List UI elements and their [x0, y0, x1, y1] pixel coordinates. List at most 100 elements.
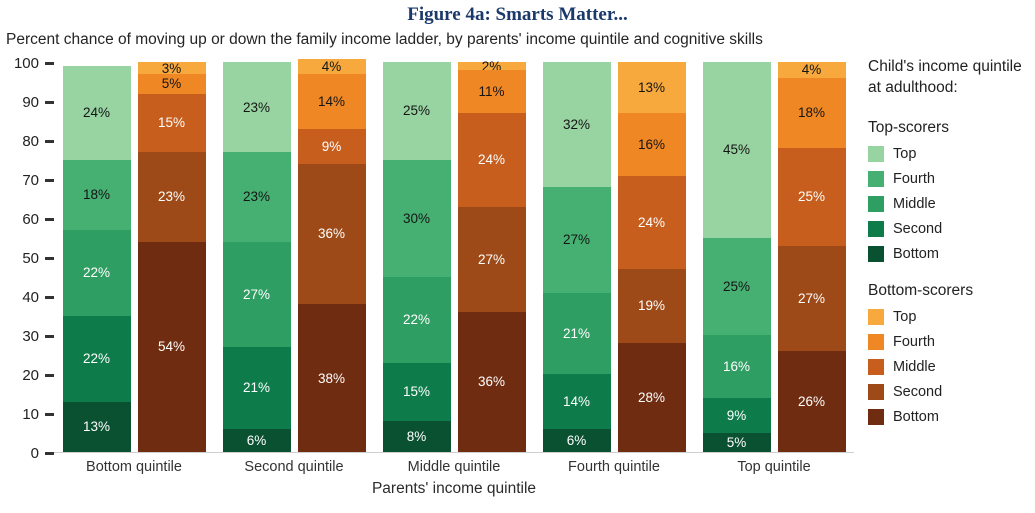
bar-segment-bottom: 38% [297, 304, 366, 453]
legend-item: Middle [868, 359, 1033, 376]
bar-segment-fourth: 23% [222, 152, 291, 242]
legend: Child's income quintile at adulthood: To… [868, 57, 1033, 434]
bar-segment-fourth: 11% [457, 70, 526, 114]
bar-segment-second: 27% [777, 245, 846, 351]
y-tick-mark [45, 218, 54, 221]
y-tick-label: 30 [22, 327, 39, 345]
bar-segment-fourth: 18% [62, 159, 131, 231]
stacked-bar-top-scorers: 5% 9% 16% 25% 45% [702, 62, 771, 453]
legend-item: Bottom [868, 409, 1033, 426]
x-category-label: Fourth quintile [568, 459, 660, 476]
bar-segment-middle: 27% [222, 241, 291, 348]
y-tick-label: 80 [22, 132, 39, 150]
bar-segment-bottom: 26% [777, 351, 846, 453]
x-category-label: Bottom quintile [86, 459, 182, 476]
legend-item-label: Middle [893, 196, 936, 213]
bar-segment-top: 4% [777, 62, 846, 79]
y-tick-label: 40 [22, 288, 39, 306]
bar-segment-bottom: 6% [222, 429, 291, 453]
stacked-bar-top-scorers: 6% 14% 21% 27% 32% [542, 62, 611, 453]
bar-segment-top: 2% [457, 59, 526, 73]
bar-segment-middle: 22% [382, 276, 451, 363]
y-tick: 80 [22, 132, 54, 150]
y-tick-label: 20 [22, 366, 39, 384]
y-tick-label: 10 [22, 405, 39, 423]
y-tick: 10 [22, 405, 54, 423]
bar-segment-top: 32% [542, 62, 611, 188]
y-tick-mark [45, 413, 54, 416]
plot-column: 13% 22% 22% 18% 24% 54% 23% 15% 5% 3% 6% 21% 27% 23% 2… [54, 58, 854, 498]
bar-segment-fourth: 16% [617, 113, 686, 176]
stacked-bar-bottom-scorers: 38% 36% 9% 14% 4% [297, 58, 366, 453]
bar-group-top-quintile: 5% 9% 16% 25% 45% 26% 27% 25% 18% 4% [694, 62, 854, 453]
y-tick: 40 [22, 288, 54, 306]
bar-segment-top: 23% [222, 62, 291, 153]
y-tick: 20 [22, 366, 54, 384]
legend-item-label: Middle [893, 359, 936, 376]
bar-segment-middle: 22% [62, 230, 131, 316]
legend-swatch-icon [868, 146, 884, 163]
legend-item: Top [868, 146, 1033, 163]
bar-segment-fourth: 5% [137, 74, 206, 94]
bars-row: 13% 22% 22% 18% 24% 54% 23% 15% 5% 3% 6% 21% 27% 23% 2… [54, 58, 854, 454]
bar-segment-second: 36% [297, 163, 366, 305]
legend-item-label: Second [893, 221, 943, 238]
bar-group-second-quintile: 6% 21% 27% 23% 23% 38% 36% 9% 14% 4% [214, 58, 374, 453]
legend-swatch-icon [868, 196, 884, 213]
y-tick-label: 50 [22, 249, 39, 267]
y-tick-mark [45, 179, 54, 182]
legend-item: Top [868, 309, 1033, 326]
legend-swatch-icon [868, 384, 884, 401]
bar-segment-second: 21% [222, 347, 291, 429]
bar-segment-second: 19% [617, 269, 686, 344]
bar-group-middle-quintile: 8% 15% 22% 30% 25% 36% 27% 24% 11% 2% [374, 59, 534, 453]
bar-segment-fourth: 14% [297, 74, 366, 129]
bar-segment-bottom: 54% [137, 241, 206, 453]
y-tick-mark [45, 335, 54, 338]
legend-item-label: Top [893, 146, 917, 163]
bar-segment-second: 22% [62, 315, 131, 402]
bar-segment-second: 14% [542, 374, 611, 429]
chart-area: 0 10 20 30 40 50 60 70 80 90 100 13% 22% 22% 18% 24% 54… [0, 55, 1035, 498]
y-tick: 70 [22, 172, 54, 189]
x-axis-title: Parents' income quintile [371, 480, 537, 498]
bar-segment-middle: 24% [617, 175, 686, 270]
bar-segment-fourth: 27% [542, 187, 611, 293]
legend-swatch-icon [868, 171, 884, 188]
bar-segment-second: 27% [457, 206, 526, 312]
bar-segment-middle: 15% [137, 93, 206, 153]
bar-segment-bottom: 13% [62, 401, 131, 453]
x-category-label: Middle quintile [407, 459, 501, 476]
y-axis: 0 10 20 30 40 50 60 70 80 90 100 [8, 55, 54, 462]
bar-segment-fourth: 18% [777, 78, 846, 149]
legend-item: Bottom [868, 246, 1033, 263]
bar-segment-bottom: 28% [617, 343, 686, 453]
legend-swatch-icon [868, 246, 884, 263]
legend-heading: Child's income quintile at adulthood: [868, 58, 1022, 97]
stacked-bar-bottom-scorers: 28% 19% 24% 16% 13% [617, 62, 686, 453]
bar-segment-top: 24% [62, 66, 131, 160]
bar-segment-bottom: 8% [382, 421, 451, 453]
stacked-bar-bottom-scorers: 54% 23% 15% 5% 3% [137, 61, 206, 453]
legend-groups: Top-scorers Top Fourth Middle Second Bottom Bo… [868, 119, 1033, 426]
legend-item-label: Fourth [893, 334, 935, 351]
y-tick-mark [45, 101, 54, 104]
legend-swatch-icon [868, 334, 884, 351]
bar-segment-second: 23% [137, 152, 206, 242]
legend-item: Fourth [868, 171, 1033, 188]
y-tick-mark [45, 296, 54, 299]
stacked-bar-top-scorers: 8% 15% 22% 30% 25% [382, 62, 451, 453]
y-tick-mark [45, 257, 54, 260]
bar-segment-top: 25% [382, 62, 451, 160]
legend-item: Fourth [868, 334, 1033, 351]
legend-swatch-icon [868, 409, 884, 426]
bar-segment-top: 13% [617, 62, 686, 114]
y-tick-mark [45, 140, 54, 143]
bar-segment-top: 4% [297, 58, 366, 75]
y-tick: 50 [22, 249, 54, 267]
y-tick: 60 [22, 211, 54, 228]
bar-segment-second: 9% [702, 397, 771, 433]
y-tick-label: 0 [30, 444, 39, 462]
legend-item-label: Top [893, 309, 917, 326]
legend-item-label: Second [893, 384, 943, 401]
